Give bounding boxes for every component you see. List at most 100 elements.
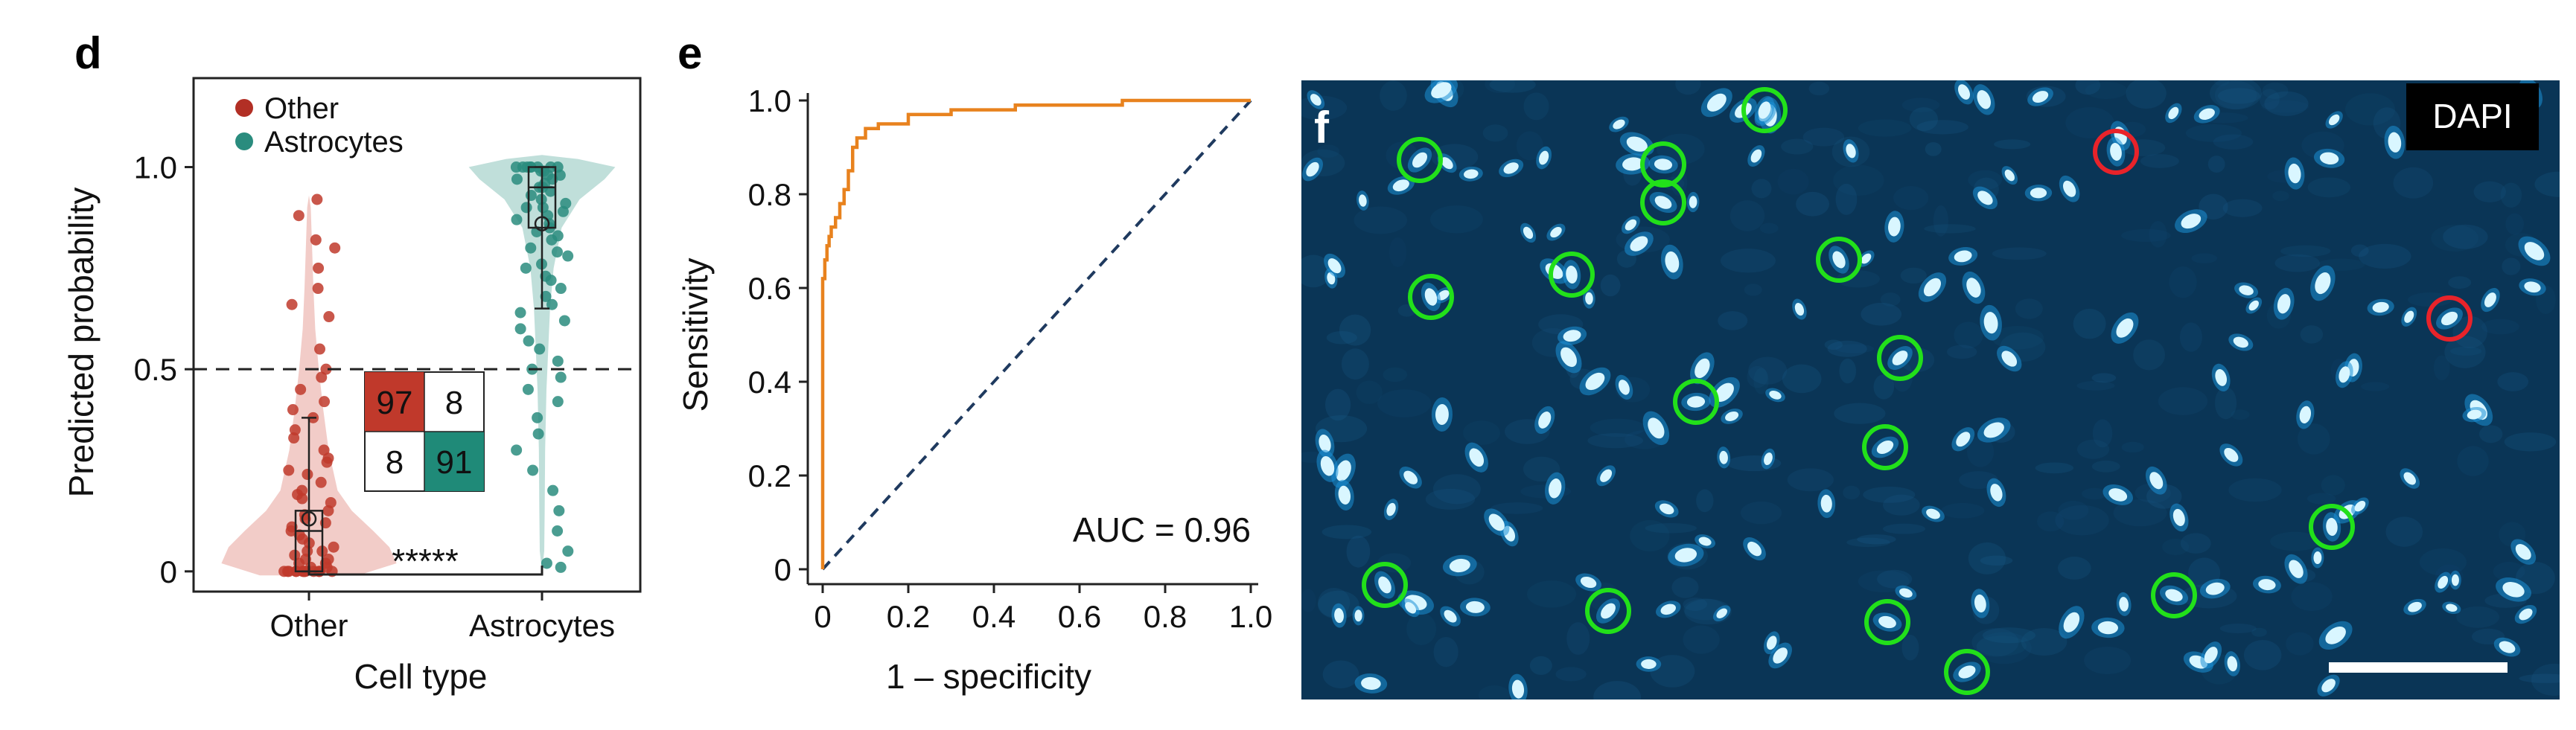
point-astrocytes	[537, 202, 549, 214]
background-texture-blob	[1843, 485, 1861, 500]
background-texture-blob	[1882, 523, 1926, 534]
background-texture-blob	[2359, 243, 2411, 269]
background-texture-blob	[2207, 156, 2225, 173]
nucleus	[1686, 191, 1700, 213]
roc-x-axis-label: 1 – specificity	[886, 657, 1091, 696]
green-circle-marker	[1585, 588, 1631, 634]
background-texture-blob	[1356, 380, 1383, 405]
background-texture-blob	[2213, 134, 2254, 150]
background-texture-blob	[1683, 598, 1708, 611]
background-texture-blob	[1377, 389, 1432, 417]
nucleus	[2273, 287, 2295, 320]
nucleus	[2496, 577, 2532, 602]
background-texture-blob	[1383, 367, 1408, 382]
nucleus	[2228, 333, 2254, 351]
x-tick-label: Astrocytes	[469, 608, 615, 643]
background-texture-blob	[1901, 634, 1919, 661]
legend-label-astrocytes: Astrocytes	[264, 126, 404, 159]
nucleus	[1654, 500, 1679, 518]
green-circle-marker	[1397, 137, 1443, 183]
background-texture-blob	[2149, 221, 2167, 248]
point-other	[302, 468, 313, 480]
nucleus	[2001, 166, 2018, 185]
background-texture-blob	[1781, 138, 1814, 155]
nucleus	[2367, 298, 2394, 316]
background-texture-blob	[2272, 190, 2289, 202]
background-texture-blob	[1796, 191, 1829, 217]
box-mean-marker	[301, 510, 317, 527]
background-texture-blob	[2300, 325, 2324, 344]
background-texture-blob	[1377, 553, 1412, 573]
background-texture-blob	[2075, 80, 2101, 95]
nucleus	[1331, 603, 1347, 628]
green-circle-marker	[1408, 274, 1454, 320]
background-texture-blob	[2092, 419, 2113, 448]
legend: Other Astrocytes	[235, 92, 404, 159]
roc-x-tick-label: 0.2	[887, 599, 930, 634]
roc-y-axis-label: Sensitivity	[676, 257, 715, 412]
background-texture-blob	[1489, 80, 1536, 93]
background-texture-blob	[2076, 439, 2110, 459]
background-texture-blob	[1555, 667, 1587, 682]
nucleus	[1374, 571, 1396, 599]
point-astrocytes	[511, 214, 523, 225]
roc-x-tick-label: 0.6	[1058, 599, 1101, 634]
background-texture-blob	[2214, 80, 2257, 109]
point-other	[288, 432, 300, 444]
background-texture-blob	[2291, 582, 2333, 612]
nucleus	[1922, 505, 1945, 522]
background-texture-blob	[2419, 548, 2467, 576]
image-texture	[1301, 80, 2560, 699]
background-texture-blob	[2443, 224, 2488, 249]
background-texture-blob	[1718, 311, 1748, 330]
background-texture-blob	[1341, 348, 1369, 380]
background-texture-blob	[2385, 516, 2423, 547]
background-texture-blob	[1600, 274, 1621, 297]
background-texture-blob	[1901, 97, 1940, 112]
background-texture-blob	[2191, 253, 2218, 263]
background-texture-blob	[2270, 531, 2320, 551]
x-axis-ticks: Other Astrocytes	[270, 592, 615, 643]
background-texture-blob	[2431, 225, 2478, 252]
background-texture-blob	[2500, 182, 2522, 208]
nucleus	[1334, 479, 1354, 510]
point-astrocytes	[562, 545, 574, 557]
background-texture-blob	[1322, 525, 1372, 540]
background-texture-blob	[2065, 106, 2114, 138]
background-texture-blob	[2452, 316, 2487, 348]
background-texture-blob	[1433, 636, 1458, 667]
background-texture-blob	[1994, 139, 2031, 150]
nucleus	[1962, 271, 1986, 304]
background-texture-blob	[2473, 181, 2506, 202]
background-texture-blob	[1491, 502, 1543, 514]
panel-label-d: d	[74, 28, 102, 78]
background-texture-blob	[1463, 420, 1500, 446]
background-texture-blob	[1432, 474, 1481, 505]
background-texture-blob	[2133, 339, 2166, 371]
background-texture-blob	[2505, 213, 2524, 235]
nucleus	[1596, 465, 1616, 487]
significance-bracket: *****	[307, 542, 543, 580]
background-texture-blob	[1675, 80, 1701, 95]
nucleus	[1499, 159, 1524, 178]
nucleus	[2481, 287, 2500, 313]
nucleus	[1307, 90, 1325, 109]
background-texture-blob	[1482, 124, 1508, 142]
nucleus	[1690, 352, 1715, 385]
background-texture-blob	[2121, 441, 2144, 453]
chance-diagonal-line	[821, 99, 1252, 571]
background-texture-blob	[2321, 475, 2345, 496]
nucleus	[1717, 446, 1731, 469]
nucleus	[2322, 512, 2341, 542]
background-texture-blob	[1523, 92, 1549, 121]
background-texture-blob	[1529, 656, 1552, 675]
nucleus	[2284, 554, 2308, 584]
background-texture-blob	[1971, 627, 2019, 657]
background-texture-blob	[1630, 519, 1670, 552]
nucleus	[1986, 478, 2006, 508]
background-texture-blob	[2126, 80, 2167, 109]
background-texture-blob	[2085, 81, 2128, 100]
cm-value-01: 8	[445, 385, 463, 421]
nucleus	[2284, 157, 2305, 190]
background-texture-blob	[2497, 372, 2529, 391]
